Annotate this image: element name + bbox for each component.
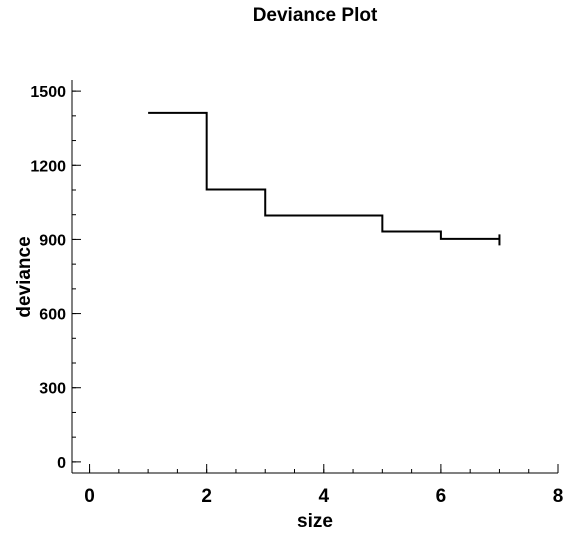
x-tick-label: 0 [84, 486, 95, 507]
x-tick-label: 4 [318, 486, 329, 507]
chart-title: Deviance Plot [253, 5, 378, 26]
y-tick-label: 300 [39, 381, 66, 398]
y-tick-label: 0 [57, 455, 66, 472]
ticks [72, 90, 559, 473]
x-tick-label: 8 [553, 486, 564, 507]
y-tick-label: 1200 [30, 158, 66, 175]
y-tick-label: 600 [39, 307, 66, 324]
deviance-step-line [148, 111, 501, 246]
plot-area [148, 111, 501, 246]
x-axis-label: size [297, 511, 333, 532]
x-tick-label: 6 [436, 486, 447, 507]
y-tick-label: 900 [39, 232, 66, 249]
axes [71, 80, 558, 474]
y-tick-label: 1500 [30, 84, 66, 101]
x-tick-label: 2 [201, 486, 212, 507]
y-axis-label: deviance [14, 236, 35, 317]
tick-labels: 0 300 600 900 1200 1500 0 2 4 6 8 [30, 84, 563, 507]
